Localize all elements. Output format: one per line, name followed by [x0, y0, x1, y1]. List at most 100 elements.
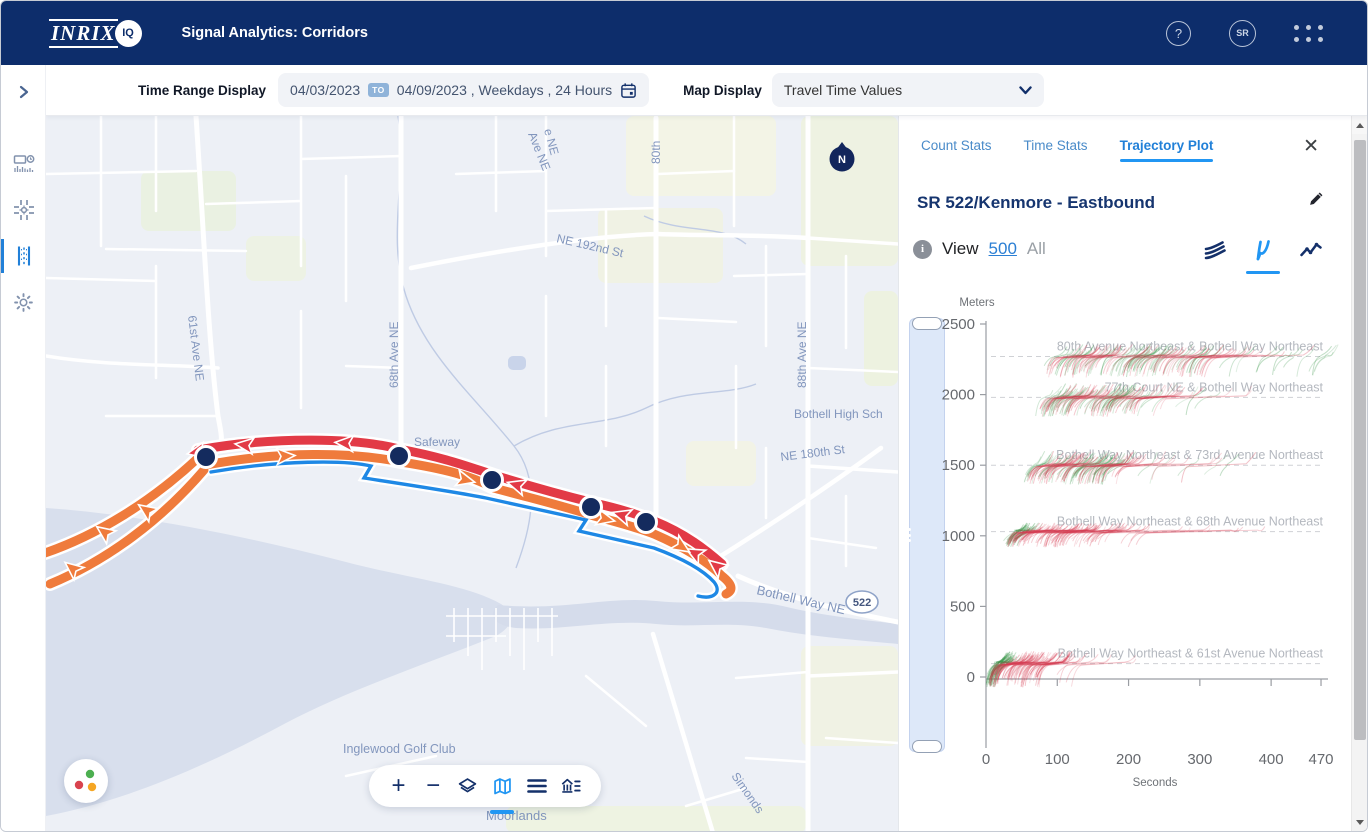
scroll-down-arrow[interactable]: [1352, 813, 1367, 831]
slider-handle-bottom[interactable]: [912, 740, 942, 753]
iq-badge: IQ: [114, 19, 142, 47]
compass-icon[interactable]: N: [829, 142, 855, 172]
trajectory-icon: [1256, 240, 1270, 261]
analytics-panel: Count Stats Time Stats Trajectory Plot ✕…: [898, 116, 1354, 831]
view-selector: i View 500 All: [913, 239, 1046, 259]
map-label: e NE: [541, 127, 561, 156]
map-display-label: Map Display: [683, 82, 762, 98]
info-icon[interactable]: i: [913, 239, 932, 259]
trajectory-chart-button[interactable]: [1246, 236, 1280, 274]
sidebar-item-dashboard[interactable]: [1, 141, 46, 187]
sidebar-item-corridors[interactable]: [1, 233, 46, 279]
svg-text:400: 400: [1259, 751, 1284, 768]
view-all-link[interactable]: All: [1026, 239, 1046, 258]
signal-node[interactable]: [579, 495, 603, 519]
map-label: 68th Ave NE: [387, 322, 401, 389]
sidebar-item-settings[interactable]: [1, 279, 46, 325]
distance-range-slider[interactable]: [908, 317, 945, 753]
tab-count-stats[interactable]: Count Stats: [921, 138, 992, 153]
map-display-value: Travel Time Values: [783, 82, 903, 98]
zoom-in-button[interactable]: +: [391, 772, 406, 799]
help-icon[interactable]: ?: [1166, 20, 1191, 46]
zoom-out-button[interactable]: −: [426, 772, 441, 799]
edit-title-button[interactable]: [1308, 190, 1325, 212]
left-nav-rail: [1, 65, 46, 831]
signal-node[interactable]: [387, 444, 411, 468]
traffic-dots-icon: [74, 769, 97, 792]
view-label: View: [942, 239, 979, 258]
scrollbar-thumb[interactable]: [1354, 140, 1366, 740]
traffic-legend-button[interactable]: [64, 759, 108, 803]
svg-text:0: 0: [982, 751, 990, 768]
map-label: Inglewood Golf Club: [343, 742, 456, 756]
signal-node[interactable]: [194, 445, 218, 469]
map-toolbar: + −: [369, 765, 601, 814]
panel-scrollbar[interactable]: [1351, 116, 1367, 831]
trajectory-plot[interactable]: Meters 0 500 1000 1500 2000 2500 0 100 200 300 400 4…: [907, 296, 1354, 806]
svg-text:0: 0: [967, 669, 975, 686]
gear-icon: [14, 292, 33, 312]
inrix-wordmark: INRIX: [49, 18, 118, 48]
slider-handle-top[interactable]: [912, 317, 942, 330]
signal-node[interactable]: [634, 510, 658, 534]
panel-tabs: Count Stats Time Stats Trajectory Plot: [921, 138, 1213, 162]
pencil-icon: [1310, 192, 1323, 205]
chart-type-switcher: [1201, 236, 1325, 274]
svg-text:N: N: [838, 154, 846, 166]
svg-text:300: 300: [1187, 751, 1212, 768]
svg-text:1000: 1000: [942, 528, 975, 545]
view-500-link[interactable]: 500: [988, 239, 1017, 258]
svg-text:100: 100: [1045, 751, 1070, 768]
tab-trajectory-plot[interactable]: Trajectory Plot: [1119, 138, 1213, 162]
map-label: Bothell High Sch: [794, 407, 883, 421]
chevron-right-icon: [19, 85, 28, 99]
to-badge: TO: [368, 83, 389, 97]
scroll-up-arrow[interactable]: [1352, 116, 1367, 134]
calendar-icon: [621, 82, 636, 98]
intersection-label: 77th Court NE & Bothell Way Northeast: [1105, 380, 1324, 394]
stacked-bands-icon: [1204, 241, 1226, 260]
trend-line-icon: [1300, 242, 1322, 257]
map-label: 80th: [649, 141, 663, 164]
inrix-iq-logo[interactable]: INRIX IQ: [49, 18, 142, 48]
layers-button[interactable]: [453, 765, 483, 807]
svg-text:470: 470: [1309, 751, 1334, 768]
svg-text:522: 522: [853, 597, 871, 609]
apps-menu-icon[interactable]: [1294, 24, 1323, 42]
map-view-button[interactable]: [487, 765, 517, 814]
corridor-icon: [17, 246, 30, 266]
date-from: 04/03/2023: [290, 82, 361, 98]
map-label: Safeway: [414, 435, 460, 449]
intersection-label: Bothell Way Northeast & 61st Avenue Nort…: [1058, 647, 1324, 661]
expand-sidebar-button[interactable]: [1, 69, 46, 115]
slider-grip: [908, 528, 912, 542]
corridor-title: SR 522/Kenmore - Eastbound: [917, 193, 1156, 212]
user-avatar[interactable]: SR: [1229, 19, 1256, 47]
map-canvas[interactable]: N 522 61st Ave NE 68th Ave NE Ave NE e NE 80th…: [46, 116, 898, 831]
map-display-dropdown[interactable]: Travel Time Values: [771, 73, 1044, 107]
svg-text:500: 500: [950, 598, 975, 615]
dashboard-icon: [13, 155, 34, 172]
svg-text:1500: 1500: [942, 457, 975, 474]
intersection-label: Bothell Way Northeast & 73rd Avenue Nort…: [1056, 448, 1323, 462]
list-icon: [527, 779, 547, 793]
trend-chart-button[interactable]: [1297, 236, 1325, 264]
tab-time-stats[interactable]: Time Stats: [1023, 138, 1088, 153]
list-view-button[interactable]: [522, 765, 552, 807]
time-range-picker[interactable]: 04/03/2023 TO 04/09/2023 , Weekdays , 24…: [278, 73, 650, 107]
building-legend-icon: [562, 778, 581, 793]
page-title: Signal Analytics: Corridors: [181, 25, 368, 41]
intersection-label: 80th Avenue Northeast & Bothell Way Nort…: [1057, 339, 1324, 353]
svg-text:200: 200: [1116, 751, 1141, 768]
legend-button[interactable]: [556, 765, 586, 807]
signal-node[interactable]: [480, 468, 504, 492]
svg-text:2500: 2500: [942, 316, 975, 333]
svg-text:2000: 2000: [942, 387, 975, 404]
top-navbar: INRIX IQ Signal Analytics: Corridors ? S…: [1, 1, 1367, 65]
close-icon[interactable]: ✕: [1303, 136, 1319, 157]
stacked-bands-chart-button[interactable]: [1201, 236, 1229, 264]
map-label: 88th Ave NE: [795, 322, 809, 389]
sidebar-item-intersections[interactable]: [1, 187, 46, 233]
